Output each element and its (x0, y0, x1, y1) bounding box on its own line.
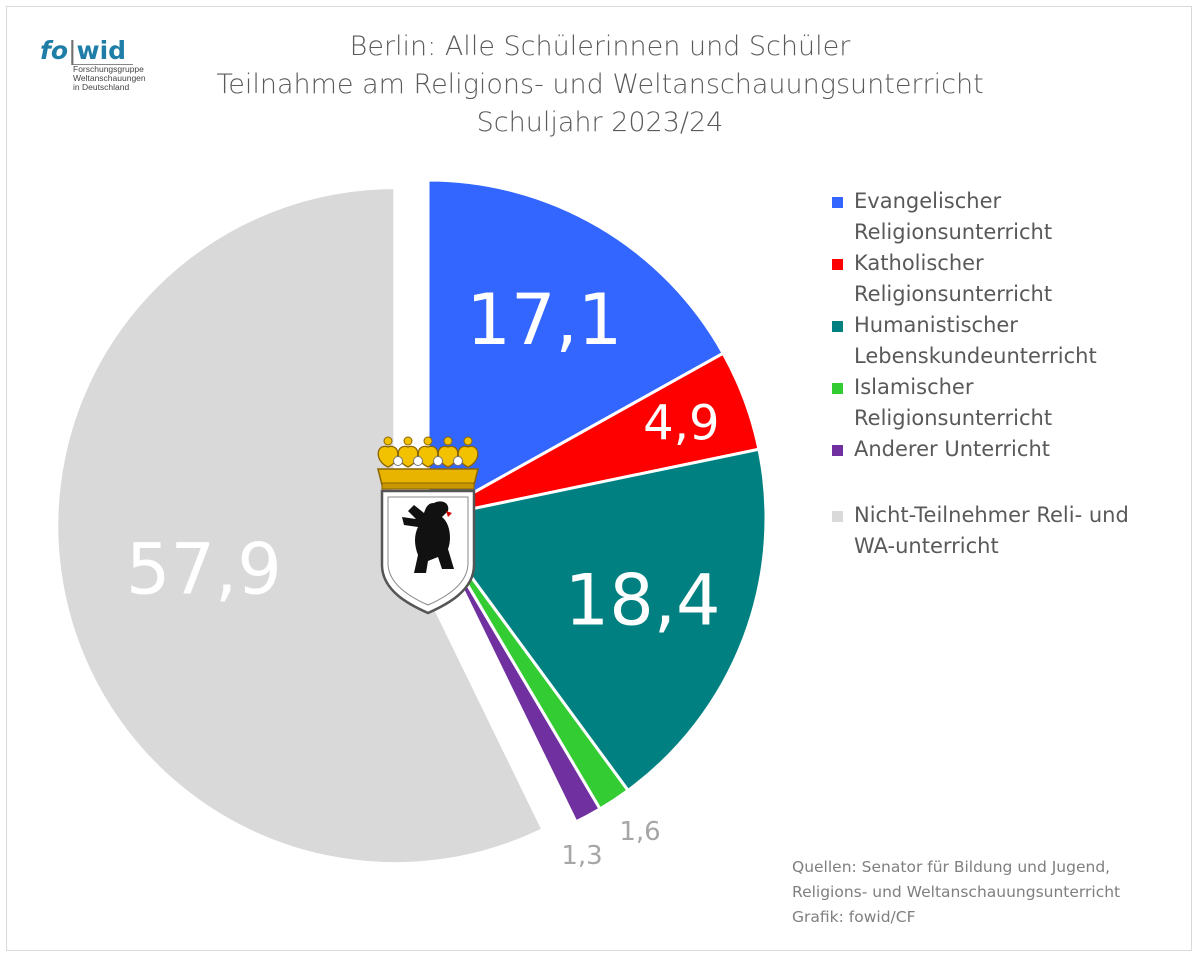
data-label-humanistischer-lebenskundeunterricht: 18,4 (565, 559, 721, 641)
data-label-katholischer-religionsunterricht: 4,9 (643, 396, 719, 452)
source-note: Quellen: Senator für Bildung und Jugend,… (792, 855, 1120, 930)
data-label-anderer-unterricht: 1,3 (561, 841, 602, 871)
legend-swatch (832, 259, 843, 270)
legend-label: Islamischer Religionsunterricht (854, 372, 1174, 434)
data-label-islamischer-religionsunterricht: 1,6 (619, 817, 660, 847)
legend-label-line: Katholischer (854, 251, 984, 275)
legend-label: Katholischer Religionsunterricht (854, 248, 1174, 310)
legend-label-line: Evangelischer (854, 189, 1002, 213)
source-line: Grafik: fowid/CF (792, 908, 916, 926)
legend-label: Anderer Unterricht (854, 434, 1174, 465)
legend-label: Humanistischer Lebenskundeunterricht (854, 310, 1174, 372)
logo-underline (73, 64, 133, 65)
source-line: Quellen: Senator für Bildung und Jugend, (792, 858, 1111, 876)
logo-subtitle-line: Weltanschauungen (73, 73, 146, 83)
legend-swatch (832, 321, 843, 332)
legend-label-line: Islamischer (854, 375, 974, 399)
chart-title: Berlin: Alle Schülerinnen und Schüler Te… (200, 28, 1000, 142)
legend-label-line: Religionsunterricht (854, 282, 1053, 306)
pie-slice-evangelischer-religionsunterricht (426, 178, 726, 521)
chart-title-line-1: Berlin: Alle Schülerinnen und Schüler (349, 31, 851, 62)
source-line: Religions- und Weltanschauungsunterricht (792, 883, 1121, 901)
legend-swatch (832, 383, 843, 394)
legend-label-line: WA-unterricht (854, 534, 999, 558)
logo-wid: wid (76, 36, 127, 65)
legend-label-line: Anderer Unterricht (854, 437, 1050, 461)
legend-label-line: Religionsunterricht (854, 220, 1053, 244)
logo-subtitle-line: in Deutschland (73, 82, 130, 92)
legend-label: Evangelischer Religionsunterricht (854, 186, 1174, 248)
legend-label: Nicht-Teilnehmer Reli- und WA-unterricht (854, 500, 1174, 562)
logo-fo: fo (40, 36, 69, 65)
pie-slice-humanistischer-lebenskundeunterricht (425, 447, 768, 793)
pie-slice-nicht-teilnehmer-reli-und-wa-unterricht (55, 186, 545, 866)
logo-subtitle-line: Forschungsgruppe (73, 64, 144, 74)
berlin-coat-of-arms-icon (377, 436, 479, 615)
logo-subtitle: Forschungsgruppe Weltanschauungen in Deu… (73, 65, 146, 92)
data-label-nicht-teilnehmer-reli-und-wa-unterricht: 57,9 (126, 529, 282, 611)
legend-swatch (832, 197, 843, 208)
legend-label-line: Lebenskundeunterricht (854, 344, 1097, 368)
fowid-logo: fo|wid Forschungsgruppe Weltanschauungen… (40, 36, 146, 92)
legend-swatch (832, 511, 843, 522)
legend-label-line: Humanistischer (854, 313, 1018, 337)
legend-swatch (832, 445, 843, 456)
logo-separator: | (68, 36, 77, 65)
pie-slice-anderer-unterricht (426, 517, 603, 824)
legend-label-line: Religionsunterricht (854, 406, 1053, 430)
chart-frame (6, 6, 1192, 951)
data-label-evangelischer-religionsunterricht: 17,1 (466, 279, 622, 361)
chart-title-line-3: Schuljahr 2023/24 (476, 107, 724, 138)
chart-title-line-2: Teilnahme am Religions- und Weltanschauu… (216, 69, 984, 100)
legend-label-line: Nicht-Teilnehmer Reli- und (854, 503, 1129, 527)
